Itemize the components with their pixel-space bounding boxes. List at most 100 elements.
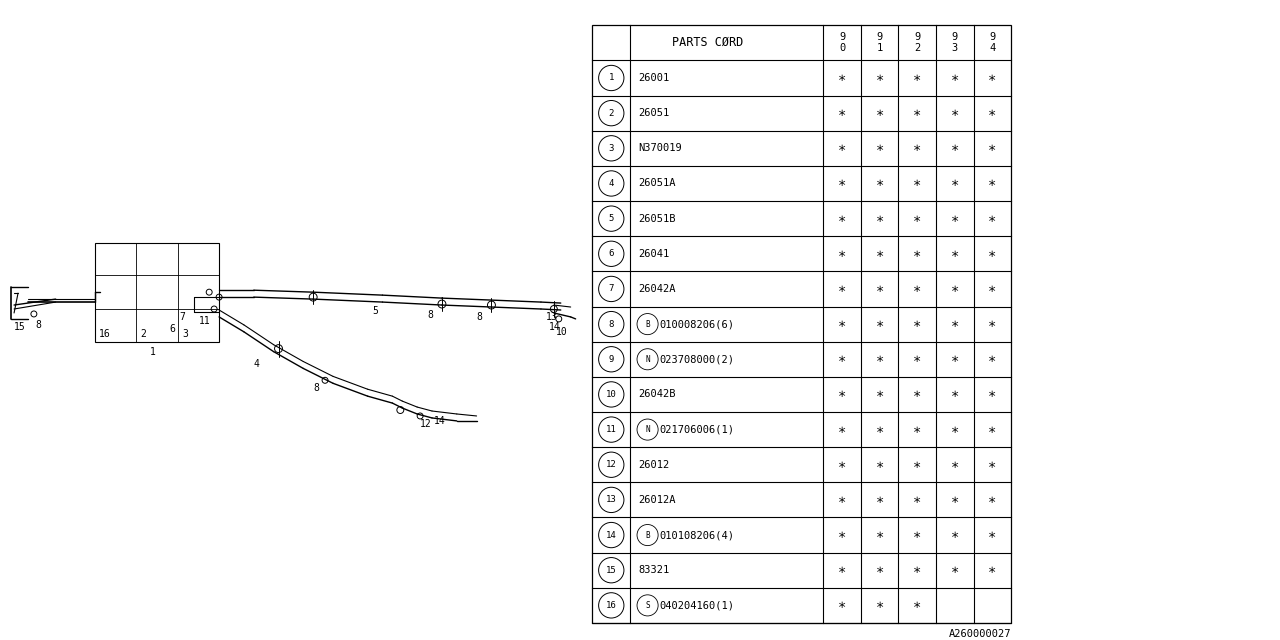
Text: ∗: ∗ [951, 387, 959, 401]
Text: 9
0: 9 0 [838, 32, 845, 53]
Text: N: N [645, 355, 650, 364]
Text: ∗: ∗ [913, 458, 922, 472]
Text: ∗: ∗ [913, 528, 922, 542]
Text: ∗: ∗ [988, 141, 997, 156]
Text: 26042B: 26042B [637, 389, 676, 399]
Text: ∗: ∗ [988, 352, 997, 366]
Text: ∗: ∗ [951, 141, 959, 156]
Text: ∗: ∗ [876, 458, 884, 472]
Text: ∗: ∗ [838, 352, 846, 366]
Text: PARTS CØRD: PARTS CØRD [672, 36, 744, 49]
Text: ∗: ∗ [838, 141, 846, 156]
Text: ∗: ∗ [951, 493, 959, 507]
Text: 26012: 26012 [637, 460, 669, 470]
Text: ∗: ∗ [988, 282, 997, 296]
Text: ∗: ∗ [876, 493, 884, 507]
Text: 83321: 83321 [637, 565, 669, 575]
Text: ∗: ∗ [988, 317, 997, 331]
Text: ∗: ∗ [913, 317, 922, 331]
Text: ∗: ∗ [838, 598, 846, 612]
Text: 11: 11 [605, 425, 617, 434]
Text: ∗: ∗ [988, 387, 997, 401]
Text: ∗: ∗ [951, 563, 959, 577]
Text: 8: 8 [36, 320, 42, 330]
Text: S: S [645, 601, 650, 610]
Text: ∗: ∗ [876, 352, 884, 366]
Text: ∗: ∗ [838, 247, 846, 260]
Text: 6: 6 [608, 250, 614, 259]
Text: 9: 9 [608, 355, 614, 364]
Text: 2: 2 [608, 109, 614, 118]
Text: ∗: ∗ [838, 282, 846, 296]
Text: ∗: ∗ [951, 177, 959, 191]
Text: 12: 12 [605, 460, 617, 469]
Text: ∗: ∗ [876, 247, 884, 260]
Text: N370019: N370019 [637, 143, 682, 154]
Text: ∗: ∗ [838, 212, 846, 226]
Text: ∗: ∗ [951, 317, 959, 331]
Text: ∗: ∗ [838, 387, 846, 401]
Text: 14: 14 [549, 322, 561, 332]
Text: ∗: ∗ [913, 563, 922, 577]
Text: 26042A: 26042A [637, 284, 676, 294]
Text: ∗: ∗ [876, 317, 884, 331]
Text: 4: 4 [253, 360, 260, 369]
Text: ∗: ∗ [913, 247, 922, 260]
Text: 14: 14 [434, 416, 445, 426]
Text: 010108206(4): 010108206(4) [659, 530, 735, 540]
Text: ∗: ∗ [838, 458, 846, 472]
Text: ∗: ∗ [988, 422, 997, 436]
Text: 7: 7 [608, 284, 614, 294]
Text: 16: 16 [605, 601, 617, 610]
Text: 023708000(2): 023708000(2) [659, 355, 735, 364]
Text: ∗: ∗ [988, 493, 997, 507]
Text: ∗: ∗ [876, 387, 884, 401]
Text: 26051B: 26051B [637, 214, 676, 223]
Text: 9
4: 9 4 [989, 32, 996, 53]
Text: ∗: ∗ [876, 598, 884, 612]
Text: ∗: ∗ [838, 422, 846, 436]
Text: ∗: ∗ [876, 212, 884, 226]
Text: 1: 1 [608, 74, 614, 83]
Text: N: N [645, 425, 650, 434]
Text: ∗: ∗ [838, 177, 846, 191]
Text: ∗: ∗ [913, 177, 922, 191]
Text: 5: 5 [372, 306, 379, 316]
Text: ∗: ∗ [876, 71, 884, 85]
Text: ∗: ∗ [988, 106, 997, 120]
Text: 15: 15 [605, 566, 617, 575]
Text: 14: 14 [605, 531, 617, 540]
Text: 26051: 26051 [637, 108, 669, 118]
Text: ∗: ∗ [913, 212, 922, 226]
Text: ∗: ∗ [913, 598, 922, 612]
Text: 9
3: 9 3 [952, 32, 957, 53]
Text: ∗: ∗ [913, 493, 922, 507]
Text: 3: 3 [608, 144, 614, 153]
Text: 010008206(6): 010008206(6) [659, 319, 735, 329]
Text: 040204160(1): 040204160(1) [659, 600, 735, 611]
Text: ∗: ∗ [838, 317, 846, 331]
Text: ∗: ∗ [913, 282, 922, 296]
Text: ∗: ∗ [913, 71, 922, 85]
Bar [593, 25, 1011, 623]
Text: 021706006(1): 021706006(1) [659, 424, 735, 435]
Text: 15: 15 [14, 322, 26, 332]
Text: 12: 12 [420, 419, 431, 429]
Text: ∗: ∗ [951, 106, 959, 120]
Text: 26001: 26001 [637, 73, 669, 83]
Text: 10: 10 [605, 390, 617, 399]
Text: 8: 8 [428, 310, 433, 320]
Text: 26051A: 26051A [637, 179, 676, 188]
Text: 9
2: 9 2 [914, 32, 920, 53]
Text: ∗: ∗ [876, 177, 884, 191]
Text: ∗: ∗ [876, 563, 884, 577]
Text: ∗: ∗ [838, 71, 846, 85]
Text: 1: 1 [150, 347, 156, 356]
Text: ∗: ∗ [913, 422, 922, 436]
Text: ∗: ∗ [988, 458, 997, 472]
Text: 26012A: 26012A [637, 495, 676, 505]
Text: 6: 6 [169, 324, 175, 334]
Text: ∗: ∗ [876, 422, 884, 436]
Text: ∗: ∗ [951, 352, 959, 366]
Text: 2: 2 [140, 329, 146, 339]
